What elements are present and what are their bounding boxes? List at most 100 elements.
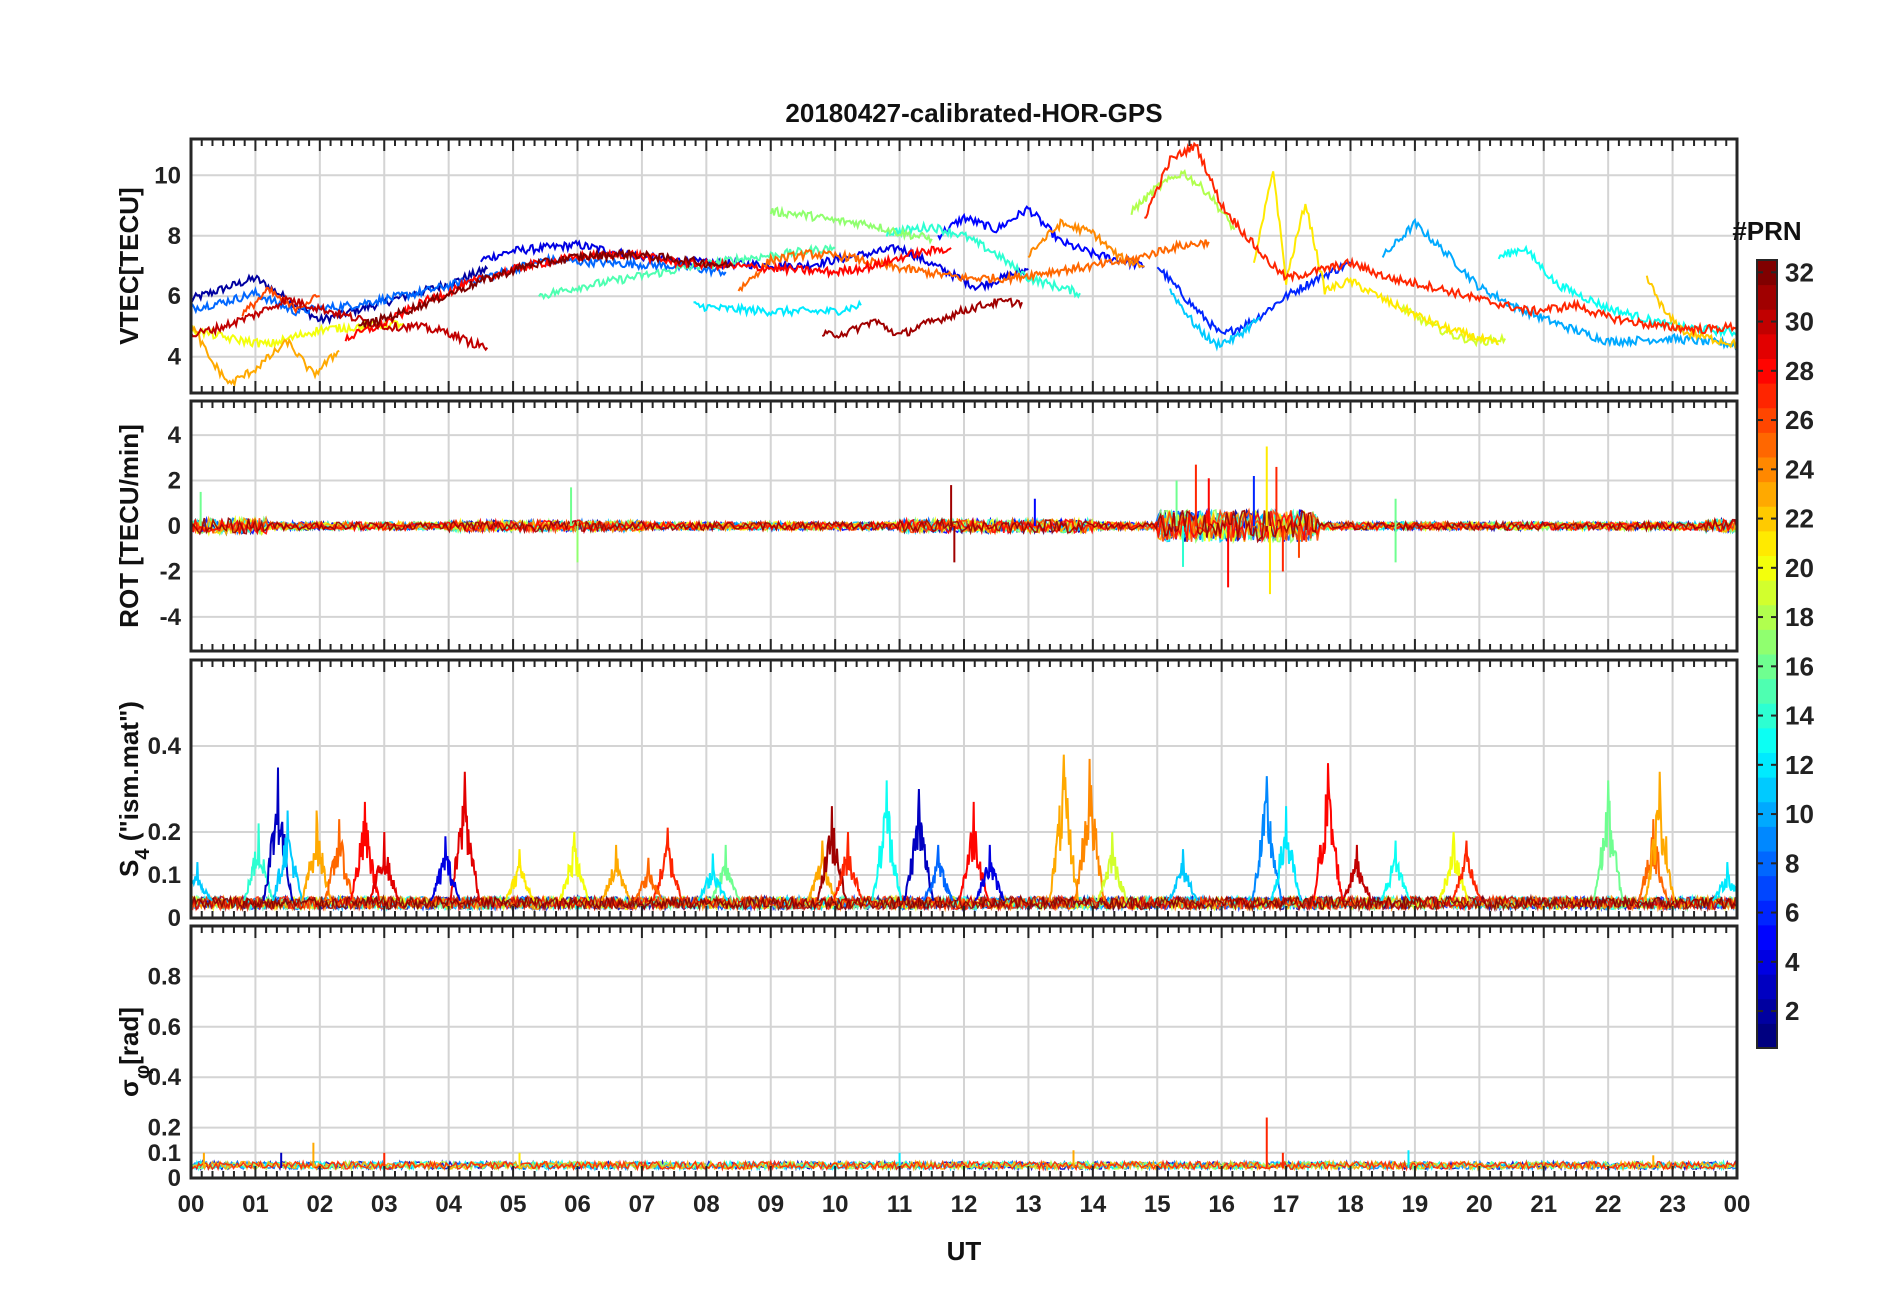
s4-peak-prn-23 bbox=[301, 810, 333, 902]
x-tick-label: 02 bbox=[306, 1191, 333, 1218]
x-tick-label: 20 bbox=[1466, 1191, 1493, 1218]
panel-sigma: 00.10.2 0.4 0.6 0.8 σφ[rad] bbox=[114, 924, 1739, 1192]
x-tick-label: 06 bbox=[564, 1191, 591, 1218]
y-tick-label: -2 bbox=[160, 558, 181, 585]
x-tick-label: 08 bbox=[693, 1191, 720, 1218]
vtec-line-prn-19 bbox=[1401, 303, 1506, 348]
colorbar-cell bbox=[1757, 260, 1777, 286]
x-tick-label: 00 bbox=[1724, 1191, 1751, 1218]
x-tick-label: 13 bbox=[1015, 1191, 1042, 1218]
y-axis-label-rest: [rad] bbox=[114, 1007, 144, 1065]
s4-peak-prn-23 bbox=[600, 844, 632, 902]
colorbar-tick-label: 18 bbox=[1785, 602, 1814, 632]
y-tick-label: -4 bbox=[160, 604, 182, 631]
s4-peak-prn-16 bbox=[1592, 780, 1624, 901]
colorbar-cell bbox=[1757, 580, 1777, 606]
y-axis-label-sub: 4 bbox=[132, 848, 154, 860]
s4-peak-prn-24 bbox=[1074, 758, 1106, 901]
colorbar-tick-label: 14 bbox=[1785, 701, 1814, 731]
s4-peak-prn-11 bbox=[1167, 849, 1199, 902]
colorbar-cell bbox=[1757, 777, 1777, 803]
x-tick-label: 00 bbox=[178, 1191, 205, 1218]
sigma-base-prn-27 bbox=[191, 1159, 1737, 1172]
colorbar-cell bbox=[1757, 727, 1777, 753]
rot-series-group bbox=[191, 446, 1737, 595]
colorbar-cell bbox=[1757, 703, 1777, 729]
y-tick-label: 4 bbox=[168, 344, 182, 371]
colorbar-tick-label: 10 bbox=[1785, 799, 1814, 829]
x-tick-label: 14 bbox=[1079, 1191, 1106, 1218]
x-tick-label: 22 bbox=[1595, 1191, 1622, 1218]
colorbar-tick-label: 12 bbox=[1785, 750, 1814, 780]
s4-peak-prn-20 bbox=[558, 831, 590, 902]
y-tick-label: 0.2 bbox=[148, 1115, 181, 1142]
vtec-line-prn-14 bbox=[885, 220, 1081, 299]
colorbar-cell bbox=[1757, 752, 1777, 778]
s4-peak-prn-19 bbox=[1096, 831, 1128, 902]
s4-peak-prn-11 bbox=[191, 862, 213, 902]
s4-peak-prn-12 bbox=[1270, 806, 1302, 901]
colorbar-cell bbox=[1757, 604, 1777, 630]
s4-peak-prn-30 bbox=[1341, 844, 1373, 902]
y-axis-label-sub: φ bbox=[132, 1065, 154, 1079]
rot-line-prn-31 bbox=[191, 509, 1737, 544]
s4-peak-prn-25 bbox=[633, 857, 664, 902]
y-axis-label: σφ[rad] bbox=[114, 1007, 154, 1097]
vtec-line-prn-27 bbox=[1144, 141, 1737, 337]
x-tick-label: 11 bbox=[887, 1191, 912, 1218]
vtec-line-prn-31 bbox=[821, 297, 1023, 339]
y-tick-label: 0.1 bbox=[148, 1140, 181, 1167]
colorbar-tick-label: 4 bbox=[1785, 947, 1800, 977]
panel-s4: 00.10.20.4S4 ("ism.mat") bbox=[114, 658, 1739, 932]
colorbar-cell bbox=[1757, 998, 1777, 1024]
s4-peak-prn-27 bbox=[652, 827, 684, 902]
colorbar-cell bbox=[1757, 284, 1777, 310]
s4-peak-prn-12 bbox=[1711, 862, 1737, 902]
colorbar-cell bbox=[1757, 875, 1777, 901]
colorbar-cell bbox=[1757, 900, 1777, 926]
colorbar-tick-label: 30 bbox=[1785, 307, 1814, 337]
y-axis-label: S4 ("ism.mat") bbox=[114, 701, 154, 877]
y-tick-label: 2 bbox=[168, 468, 181, 495]
colorbar-cell bbox=[1757, 555, 1777, 581]
colorbar-tick-label: 2 bbox=[1785, 996, 1799, 1026]
x-tick-label: 12 bbox=[951, 1191, 978, 1218]
s4-peak-prn-13 bbox=[871, 780, 903, 901]
colorbar-cell bbox=[1757, 1023, 1777, 1049]
x-tick-label: 01 bbox=[242, 1191, 269, 1218]
colorbar-cell bbox=[1757, 309, 1777, 335]
colorbar-cell bbox=[1757, 457, 1777, 483]
y-tick-label: 4 bbox=[168, 422, 182, 449]
s4-peak-prn-4 bbox=[974, 844, 1006, 902]
axes-frame bbox=[189, 658, 1739, 920]
rot-line-prn-26 bbox=[191, 507, 1737, 542]
x-tick-label: 16 bbox=[1208, 1191, 1235, 1218]
colorbar-cell bbox=[1757, 654, 1777, 680]
colorbar-cell bbox=[1757, 506, 1777, 532]
y-tick-label: 0.4 bbox=[148, 1064, 182, 1091]
colorbar-cell bbox=[1757, 432, 1777, 458]
colorbar-tick-label: 6 bbox=[1785, 898, 1799, 928]
y-tick-label: 0.1 bbox=[148, 862, 181, 889]
y-tick-label: 0.4 bbox=[148, 733, 182, 760]
colorbar-tick-label: 8 bbox=[1785, 848, 1799, 878]
colorbar-cell bbox=[1757, 826, 1777, 852]
s4-peak-prn-3 bbox=[262, 767, 294, 902]
s4-peak-prn-8 bbox=[922, 844, 954, 902]
figure-title: 20180427-calibrated-HOR-GPS bbox=[785, 98, 1162, 128]
x-tick-label: 19 bbox=[1402, 1191, 1429, 1218]
colorbar-cell bbox=[1757, 801, 1777, 827]
colorbar-cell bbox=[1757, 949, 1777, 975]
y-tick-label: 0 bbox=[168, 905, 181, 932]
vtec-line-prn-32 bbox=[358, 248, 733, 328]
y-tick-label: 0.6 bbox=[148, 1014, 181, 1041]
colorbar-tick-label: 22 bbox=[1785, 504, 1814, 534]
vtec-line-prn-25 bbox=[737, 239, 1210, 293]
vtec-line-prn-10 bbox=[1381, 217, 1737, 351]
y-tick-label: 0 bbox=[168, 513, 181, 540]
vtec-line-prn-18 bbox=[1130, 168, 1236, 232]
s4-peak-prn-29 bbox=[368, 831, 400, 902]
colorbar-cell bbox=[1757, 333, 1777, 359]
colorbar-tick-label: 26 bbox=[1785, 405, 1814, 435]
